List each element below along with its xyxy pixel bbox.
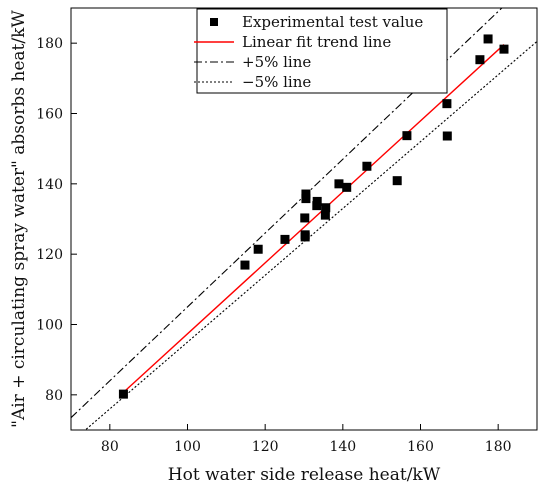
x-tick-label: 100 <box>174 439 201 455</box>
y-axis: 80 100 120 140 160 180 <box>36 36 77 404</box>
legend: Experimental test value Linear fit trend … <box>194 8 448 94</box>
data-point <box>300 230 310 240</box>
series-line-1 <box>122 44 505 393</box>
data-point <box>300 213 310 223</box>
y-tick-label: 160 <box>36 107 63 123</box>
data-point <box>475 55 485 65</box>
data-point <box>342 182 352 192</box>
data-point <box>334 179 344 189</box>
legend-label-3: −5% line <box>242 73 311 91</box>
legend-box <box>196 8 448 94</box>
data-point <box>253 244 263 254</box>
x-tick-label: 160 <box>407 439 434 455</box>
series-line-3 <box>84 40 537 430</box>
data-point <box>301 194 311 204</box>
data-point <box>240 260 250 270</box>
data-point <box>280 234 290 244</box>
legend-label-1: Linear fit trend line <box>242 33 391 51</box>
data-point <box>362 161 372 171</box>
points-layer <box>118 34 509 399</box>
data-point <box>321 203 331 213</box>
legend-label-0: Experimental test value <box>242 13 423 31</box>
y-tick-label: 80 <box>45 388 63 404</box>
y-tick-label: 120 <box>36 247 63 263</box>
x-tick-label: 80 <box>101 439 119 455</box>
data-point <box>483 34 493 44</box>
data-point <box>442 131 452 141</box>
data-point <box>442 99 452 109</box>
data-point <box>118 389 128 399</box>
legend-label-2: +5% line <box>242 53 311 71</box>
x-tick-label: 180 <box>485 439 512 455</box>
data-point <box>312 196 322 206</box>
x-axis: 80 100 120 140 160 180 <box>101 424 512 455</box>
data-point <box>301 189 311 199</box>
data-point <box>402 131 412 141</box>
y-tick-label: 140 <box>36 177 63 193</box>
data-point <box>392 176 402 186</box>
y-axis-label: "Air + circulating spray water" absorbs … <box>9 10 29 428</box>
data-point <box>499 44 509 54</box>
legend-items: Experimental test value Linear fit trend … <box>194 13 423 91</box>
x-tick-label: 140 <box>329 439 356 455</box>
y-tick-label: 180 <box>36 36 63 52</box>
y-tick-label: 100 <box>36 318 63 334</box>
legend-marker-0 <box>210 18 218 26</box>
x-axis-label: Hot water side release heat/kW <box>168 465 441 485</box>
plot-frame <box>70 7 538 431</box>
x-tick-label: 120 <box>252 439 279 455</box>
data-point <box>320 210 330 220</box>
